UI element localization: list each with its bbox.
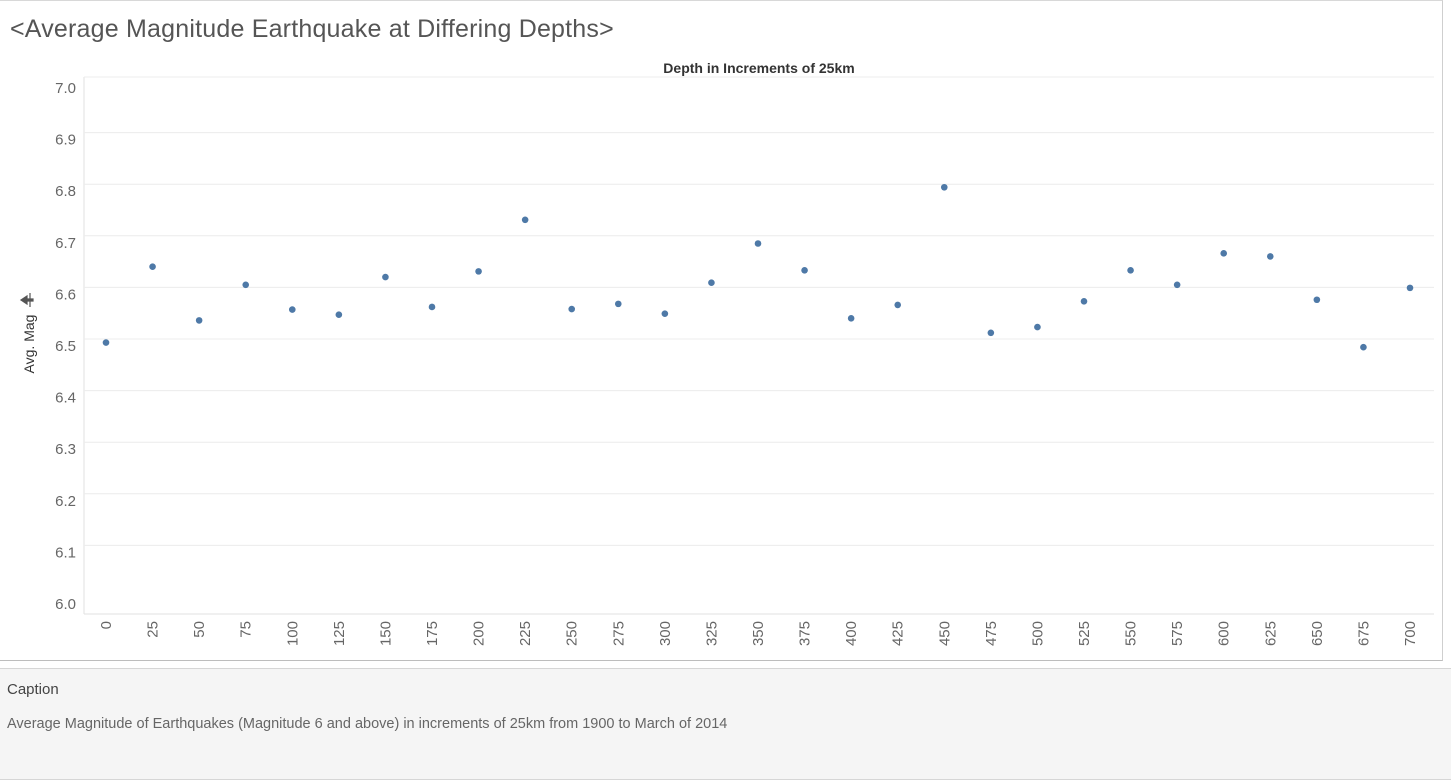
y-tick-label: 6.4 — [55, 390, 76, 407]
data-point — [894, 301, 902, 309]
y-tick-label: 6.6 — [55, 286, 76, 303]
x-tick-label: 450 — [936, 621, 953, 646]
data-point — [708, 279, 715, 287]
data-point — [940, 183, 948, 191]
data-point — [1266, 253, 1274, 260]
x-tick-label: 125 — [331, 621, 348, 646]
data-point — [1173, 281, 1181, 289]
data-point — [1406, 284, 1414, 292]
data-point — [428, 303, 436, 311]
x-tick-label: 475 — [983, 621, 1000, 646]
data-point — [1360, 343, 1367, 351]
y-axis-label: Avg. Mag — [21, 315, 37, 374]
data-point — [475, 268, 482, 275]
y-tick-label: 6.7 — [55, 235, 76, 252]
caption-heading: Caption — [7, 681, 59, 698]
caption-text: Average Magnitude of Earthquakes (Magnit… — [7, 716, 728, 732]
data-point — [754, 240, 762, 247]
y-tick-label: 6.2 — [55, 493, 76, 510]
data-point — [614, 300, 622, 308]
x-tick-label: 550 — [1123, 621, 1140, 646]
x-tick-label: 275 — [610, 621, 627, 646]
x-tick-label: 625 — [1262, 621, 1279, 646]
chart-panel: <Average Magnitude Earthquake at Differi… — [0, 0, 1443, 661]
y-tick-label: 6.1 — [55, 544, 76, 561]
data-point — [335, 311, 343, 319]
y-tick-label: 6.8 — [55, 183, 76, 200]
y-tick-label: 6.0 — [55, 596, 76, 613]
x-tick-label: 425 — [890, 621, 907, 646]
y-tick-label: 6.3 — [55, 441, 76, 458]
x-tick-label: 250 — [564, 621, 581, 646]
x-tick-label: 700 — [1402, 621, 1419, 646]
data-point — [987, 329, 995, 337]
data-point — [661, 310, 669, 317]
data-point — [521, 216, 529, 224]
x-tick-label: 25 — [145, 621, 162, 638]
data-point — [382, 273, 389, 281]
x-tick-label: 325 — [703, 621, 720, 646]
x-tick-label: 75 — [238, 621, 255, 638]
data-point — [102, 339, 110, 346]
data-point — [1034, 323, 1041, 331]
chart-title: Depth in Increments of 25km — [663, 60, 854, 76]
x-tick-label: 600 — [1216, 621, 1233, 646]
data-point — [242, 281, 250, 289]
x-tick-label: 100 — [284, 621, 301, 646]
scatter-plot: Depth in Increments of 25km 7.0 6.9 6.8 6.7 6… — [19, 60, 1434, 646]
x-tick-label: 400 — [843, 621, 860, 646]
x-tick-label: 375 — [797, 621, 814, 646]
x-tick-label: 200 — [471, 621, 488, 646]
x-tick-label: 650 — [1309, 621, 1326, 646]
x-tick-label: 0 — [98, 621, 115, 629]
data-point — [801, 267, 808, 274]
x-tick-label: 150 — [377, 621, 394, 646]
data-point — [847, 315, 855, 322]
data-point — [195, 317, 203, 324]
data-point — [288, 306, 296, 313]
data-point — [568, 305, 576, 313]
y-tick-label: 6.5 — [55, 338, 76, 355]
x-tick-label: 500 — [1029, 621, 1046, 646]
y-tick-label: 7.0 — [55, 80, 76, 97]
data-point — [1127, 267, 1134, 274]
x-tick-label: 50 — [191, 621, 208, 638]
x-tick-label: 675 — [1355, 621, 1372, 646]
data-point — [1080, 298, 1088, 305]
caption-panel: Caption Average Magnitude of Earthquakes… — [0, 668, 1451, 780]
x-tick-label: 300 — [657, 621, 674, 646]
x-tick-label: 225 — [517, 621, 534, 646]
data-point — [149, 263, 156, 271]
x-tick-label: 575 — [1169, 621, 1186, 646]
y-tick-label: 6.9 — [55, 132, 76, 149]
page-title: <Average Magnitude Earthquake at Differi… — [10, 15, 614, 43]
x-tick-label: 175 — [424, 621, 441, 646]
data-point — [1313, 296, 1321, 304]
x-tick-label: 525 — [1076, 621, 1093, 646]
sort-descending-icon — [19, 293, 34, 307]
data-point — [1220, 250, 1228, 257]
x-tick-label: 350 — [750, 621, 767, 646]
